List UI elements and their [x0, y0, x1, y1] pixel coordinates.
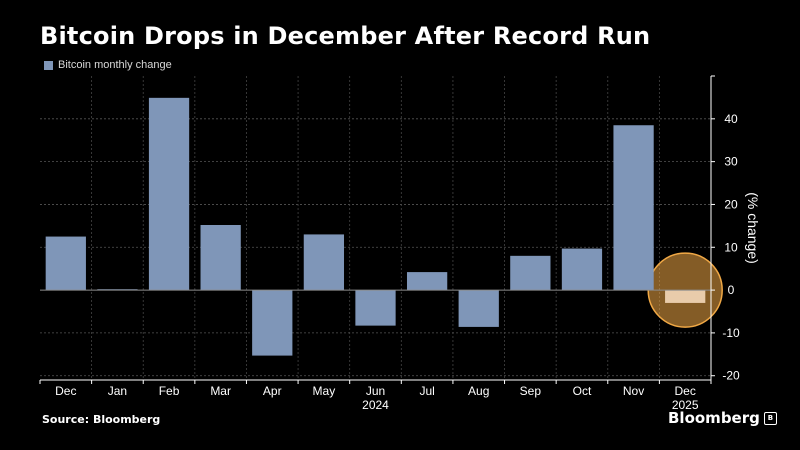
bar-2 [148, 97, 190, 291]
x-tick-label: Jun [366, 384, 385, 398]
x-tick-label: Aug [468, 384, 489, 398]
y-tick-label: 40 [724, 112, 738, 126]
x-tick-label: Feb [159, 384, 180, 398]
axes: -20 -10 0 10 20 30 40 Dec Jan Feb Mar Apr May Jun Jul A… [39, 75, 740, 412]
y-tick-label: -10 [722, 326, 740, 340]
brand-icon: B [763, 411, 777, 425]
bar-11 [613, 125, 654, 291]
source-note: Source: Bloomberg [42, 413, 161, 426]
bar-4 [252, 290, 293, 356]
y-tick-label: 30 [724, 155, 738, 169]
x-tick-label: Dec [675, 384, 696, 398]
x-year-label: 2024 [362, 398, 389, 412]
y-tick-label: -20 [722, 369, 740, 383]
x-tick-label: Jul [419, 384, 434, 398]
bars [45, 97, 706, 356]
bloomberg-logo: Bloomberg B [668, 409, 777, 427]
legend-label: Bitcoin monthly change [58, 59, 172, 71]
x-tick-label: Sep [520, 384, 542, 398]
bar-3 [200, 225, 241, 291]
bar-10 [561, 248, 603, 291]
brand-name: Bloomberg [668, 409, 760, 427]
bar-12 [665, 290, 706, 303]
x-tick-label: Dec [55, 384, 76, 398]
legend-swatch [44, 60, 53, 70]
x-tick-label: Mar [210, 384, 231, 398]
x-tick-label: May [313, 384, 336, 398]
bar-0 [45, 236, 86, 291]
x-tick-label: Nov [623, 384, 644, 398]
y-axis-label: (% change) [745, 192, 761, 264]
bar-6 [355, 290, 396, 326]
bar-9 [510, 255, 551, 291]
bar-8 [458, 290, 499, 327]
legend: Bitcoin monthly change [44, 59, 172, 71]
x-tick-label: Apr [263, 384, 282, 398]
grid-lines [40, 76, 711, 380]
x-year-label: 2025 [672, 398, 699, 412]
chart-title: Bitcoin Drops in December After Record R… [40, 22, 651, 50]
y-tick-label: 10 [724, 240, 738, 254]
y-tick-label: 20 [724, 197, 738, 211]
y-tick-label: 0 [728, 283, 735, 297]
x-tick-label: Oct [573, 384, 592, 398]
x-tick-label: Jan [108, 384, 127, 398]
bar-5 [303, 234, 345, 291]
bar-7 [406, 272, 448, 291]
